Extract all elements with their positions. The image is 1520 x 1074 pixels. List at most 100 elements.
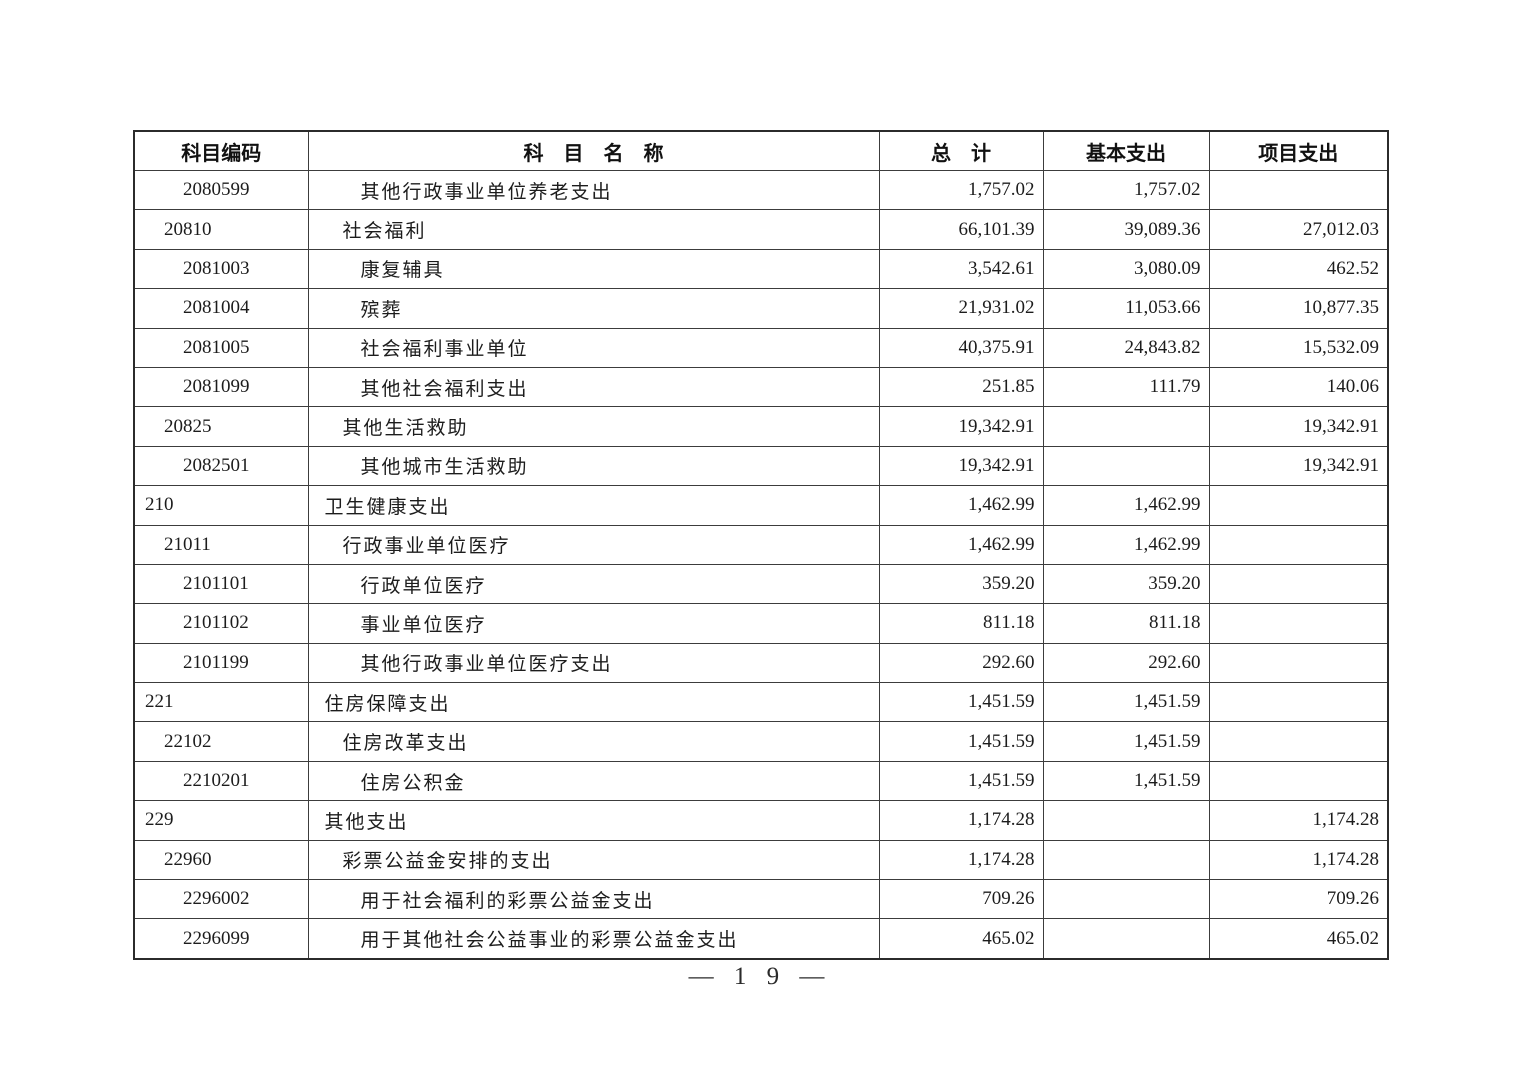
project-expenditure-cell: 462.52 — [1208, 248, 1389, 290]
subject-name-cell: 其他行政事业单位养老支出 — [307, 169, 880, 211]
total-cell: 19,342.91 — [878, 406, 1044, 447]
subject-code-cell: 2082501 — [133, 445, 309, 487]
total-cell: 292.60 — [878, 642, 1044, 684]
project-expenditure-cell: 1,174.28 — [1208, 839, 1389, 881]
table-row: 229 其他支出 1,174.28 1,174.28 — [133, 800, 1389, 841]
page-number: — 1 9 — — [688, 963, 832, 990]
subject-code-cell: 22960 — [133, 839, 309, 881]
table-row: 210 卫生健康支出 1,462.99 1,462.99 — [133, 485, 1389, 526]
project-expenditure-cell: 27,012.03 — [1208, 209, 1389, 250]
header-subject-code: 科目编码 — [133, 130, 309, 171]
header-project-expenditure: 项目支出 — [1208, 130, 1389, 171]
subject-name-cell: 行政事业单位医疗 — [307, 524, 880, 565]
basic-expenditure-cell: 1,451.59 — [1042, 760, 1210, 802]
subject-code-cell: 2081099 — [133, 366, 309, 408]
table-row: 20825 其他生活救助 19,342.91 19,342.91 — [133, 406, 1389, 447]
total-cell: 1,757.02 — [878, 169, 1044, 211]
basic-expenditure-cell — [1042, 839, 1210, 881]
basic-expenditure-cell — [1042, 406, 1210, 447]
total-cell: 19,342.91 — [878, 445, 1044, 487]
subject-name-cell: 殡葬 — [307, 288, 880, 329]
project-expenditure-cell — [1208, 169, 1389, 211]
total-cell: 66,101.39 — [878, 209, 1044, 250]
subject-code-cell: 20810 — [133, 209, 309, 250]
total-cell: 3,542.61 — [878, 248, 1044, 290]
basic-expenditure-cell: 24,843.82 — [1042, 327, 1210, 368]
table-row: 2101101 行政单位医疗 359.20 359.20 — [133, 563, 1389, 605]
subject-name-cell: 用于其他社会公益事业的彩票公益金支出 — [307, 918, 880, 960]
subject-name-cell: 其他社会福利支出 — [307, 366, 880, 408]
subject-name-cell: 社会福利 — [307, 209, 880, 250]
total-cell: 811.18 — [878, 603, 1044, 644]
table-row: 2080599 其他行政事业单位养老支出 1,757.02 1,757.02 — [133, 169, 1389, 211]
project-expenditure-cell: 709.26 — [1208, 879, 1389, 920]
total-cell: 1,451.59 — [878, 721, 1044, 762]
table-row: 2081003 康复辅具 3,542.61 3,080.09 462.52 — [133, 248, 1389, 290]
subject-name-cell: 卫生健康支出 — [307, 485, 880, 526]
subject-code-cell: 2210201 — [133, 760, 309, 802]
total-cell: 359.20 — [878, 563, 1044, 605]
subject-code-cell: 2101199 — [133, 642, 309, 684]
project-expenditure-cell: 10,877.35 — [1208, 288, 1389, 329]
total-cell: 1,451.59 — [878, 760, 1044, 802]
total-cell: 251.85 — [878, 366, 1044, 408]
header-subject-name: 科 目 名 称 — [307, 130, 880, 171]
project-expenditure-cell — [1208, 524, 1389, 565]
total-cell: 465.02 — [878, 918, 1044, 960]
project-expenditure-cell — [1208, 760, 1389, 802]
basic-expenditure-cell — [1042, 445, 1210, 487]
total-cell: 21,931.02 — [878, 288, 1044, 329]
table-row: 21011 行政事业单位医疗 1,462.99 1,462.99 — [133, 524, 1389, 565]
project-expenditure-cell: 140.06 — [1208, 366, 1389, 408]
project-expenditure-cell — [1208, 682, 1389, 723]
subject-name-cell: 彩票公益金安排的支出 — [307, 839, 880, 881]
subject-name-cell: 其他行政事业单位医疗支出 — [307, 642, 880, 684]
subject-name-cell: 住房公积金 — [307, 760, 880, 802]
subject-name-cell: 其他生活救助 — [307, 406, 880, 447]
basic-expenditure-cell: 1,462.99 — [1042, 524, 1210, 565]
table-row: 2101102 事业单位医疗 811.18 811.18 — [133, 603, 1389, 644]
project-expenditure-cell — [1208, 603, 1389, 644]
subject-code-cell: 2296099 — [133, 918, 309, 960]
table-row: 22102 住房改革支出 1,451.59 1,451.59 — [133, 721, 1389, 762]
budget-expenditure-table: 科目编码 科 目 名 称 总 计 基本支出 项目支出 2080599 其他行政事业… — [133, 130, 1389, 960]
total-cell: 1,174.28 — [878, 839, 1044, 881]
basic-expenditure-cell: 1,451.59 — [1042, 682, 1210, 723]
project-expenditure-cell — [1208, 721, 1389, 762]
subject-name-cell: 行政单位医疗 — [307, 563, 880, 605]
table-row: 2081004 殡葬 21,931.02 11,053.66 10,877.35 — [133, 288, 1389, 329]
basic-expenditure-cell: 111.79 — [1042, 366, 1210, 408]
subject-name-cell: 用于社会福利的彩票公益金支出 — [307, 879, 880, 920]
project-expenditure-cell: 1,174.28 — [1208, 800, 1389, 841]
subject-code-cell: 2081005 — [133, 327, 309, 368]
basic-expenditure-cell: 11,053.66 — [1042, 288, 1210, 329]
project-expenditure-cell: 465.02 — [1208, 918, 1389, 960]
basic-expenditure-cell: 1,451.59 — [1042, 721, 1210, 762]
basic-expenditure-cell — [1042, 800, 1210, 841]
table-row: 2296099 用于其他社会公益事业的彩票公益金支出 465.02 465.02 — [133, 918, 1389, 960]
subject-name-cell: 住房保障支出 — [307, 682, 880, 723]
project-expenditure-cell: 19,342.91 — [1208, 406, 1389, 447]
project-expenditure-cell — [1208, 485, 1389, 526]
basic-expenditure-cell: 39,089.36 — [1042, 209, 1210, 250]
basic-expenditure-cell — [1042, 918, 1210, 960]
table-row: 2081005 社会福利事业单位 40,375.91 24,843.82 15,532.… — [133, 327, 1389, 368]
table-row: 2210201 住房公积金 1,451.59 1,451.59 — [133, 760, 1389, 802]
subject-name-cell: 其他支出 — [307, 800, 880, 841]
subject-code-cell: 210 — [133, 485, 309, 526]
subject-code-cell: 20825 — [133, 406, 309, 447]
subject-code-cell: 2081003 — [133, 248, 309, 290]
total-cell: 1,462.99 — [878, 524, 1044, 565]
table-row: 2081099 其他社会福利支出 251.85 111.79 140.06 — [133, 366, 1389, 408]
project-expenditure-cell — [1208, 642, 1389, 684]
subject-name-cell: 事业单位医疗 — [307, 603, 880, 644]
subject-code-cell: 2081004 — [133, 288, 309, 329]
basic-expenditure-cell: 811.18 — [1042, 603, 1210, 644]
total-cell: 1,174.28 — [878, 800, 1044, 841]
header-total: 总 计 — [878, 130, 1044, 171]
table-row: 20810 社会福利 66,101.39 39,089.36 27,012.03 — [133, 209, 1389, 250]
subject-code-cell: 2080599 — [133, 169, 309, 211]
basic-expenditure-cell: 1,757.02 — [1042, 169, 1210, 211]
table-header: 科目编码 科 目 名 称 总 计 基本支出 项目支出 — [133, 130, 1389, 171]
table-row: 2101199 其他行政事业单位医疗支出 292.60 292.60 — [133, 642, 1389, 684]
